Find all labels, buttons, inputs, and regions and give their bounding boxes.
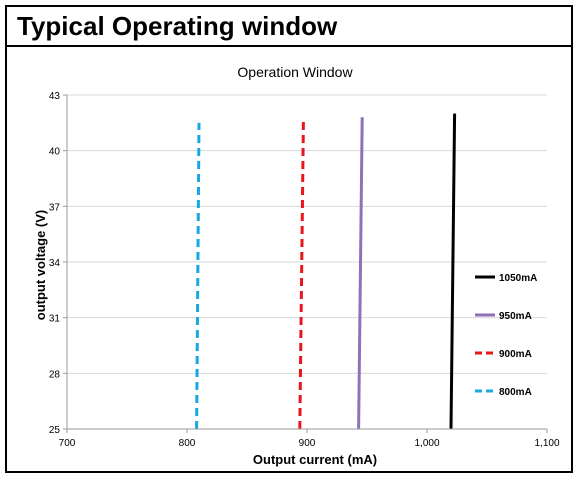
series-line-800mA: [195, 122, 201, 430]
operation-window-chart: Operation Window 25 28 31 34 37 40 43 700 800 900…: [33, 64, 560, 467]
y-tick-label: 31: [49, 314, 61, 325]
x-tick-label: 900: [299, 438, 316, 449]
chart-panel: Typical Operating window Operation Windo…: [5, 5, 573, 473]
y-tick-label: 25: [49, 425, 61, 436]
legend-label-1050mA: 1050mA: [499, 273, 537, 284]
x-tick-label: 1,000: [414, 438, 439, 449]
axes: [63, 94, 548, 433]
y-tick-label: 34: [49, 258, 61, 269]
y-tick-label: 40: [49, 147, 61, 158]
legend-label-800mA: 800mA: [499, 387, 532, 398]
panel-header: Typical Operating window: [7, 7, 571, 47]
series-line-900mA: [298, 120, 305, 430]
x-axis-label: Output current (mA): [253, 452, 377, 467]
series-line-950mA: [357, 117, 364, 430]
legend-label-950mA: 950mA: [499, 311, 532, 322]
legend: 1050mA 950mA 900mA 800mA: [475, 273, 537, 398]
chart-title: Operation Window: [237, 64, 353, 80]
x-tick-label: 800: [179, 438, 196, 449]
y-tick-label: 28: [49, 369, 61, 380]
panel-title: Typical Operating window: [17, 11, 338, 41]
x-tick-label: 700: [59, 438, 76, 449]
legend-label-900mA: 900mA: [499, 349, 532, 360]
series-line-1050mA: [449, 113, 457, 430]
grid-lines: [67, 94, 547, 374]
y-tick-label: 43: [49, 91, 61, 102]
y-axis-label: output voltage (V): [33, 210, 48, 321]
x-tick-label: 1,100: [534, 438, 559, 449]
series-lines: [195, 113, 457, 430]
y-tick-label: 37: [49, 202, 61, 213]
chart-area: Operation Window 25 28 31 34 37 40 43 700 800 900…: [7, 47, 571, 471]
tick-labels: 25 28 31 34 37 40 43 700 800 900 1,000 1,100: [49, 91, 560, 449]
